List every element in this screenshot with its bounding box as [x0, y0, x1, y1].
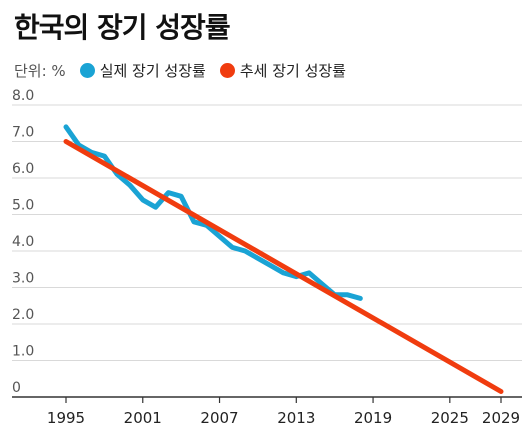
y-tick-label-6.0: 6.0: [12, 161, 34, 177]
y-tick-label-7.0: 7.0: [12, 125, 34, 141]
x-tick-label-2001: 2001: [124, 409, 162, 427]
y-tick-label-1.0: 1.0: [12, 344, 34, 360]
x-tick-label-2029: 2029: [482, 409, 520, 427]
series-line-actual: [63, 124, 363, 301]
grid-layer: [12, 104, 522, 398]
y-tick-label-2.0: 2.0: [12, 307, 34, 323]
x-tick-label-2007: 2007: [200, 409, 238, 427]
x-tick-label-2013: 2013: [277, 409, 315, 427]
legend-label-trend: 추세 장기 성장률: [239, 62, 346, 80]
series-layer: [63, 124, 504, 394]
x-tick-label-1995: 1995: [47, 409, 85, 427]
legend-swatch-trend: [219, 63, 235, 78]
y-tick-label-5.0: 5.0: [12, 198, 34, 214]
chart-title: 한국의 장기 성장률: [14, 11, 231, 44]
x-tick-labels: 1995 2001 2007 2013 2019 2025 2029: [47, 397, 520, 427]
y-tick-label-0: 0: [12, 380, 21, 396]
series-line-trend: [63, 139, 504, 394]
legend-item-trend: 추세 장기 성장률: [219, 60, 346, 81]
legend-item-actual: 실제 장기 성장률: [79, 60, 206, 81]
y-tick-label-4.0: 4.0: [12, 234, 34, 250]
unit-label: 단위: %: [14, 62, 66, 80]
y-tick-label-3.0: 3.0: [12, 271, 34, 287]
legend-swatch-actual: [79, 63, 95, 78]
y-tick-label-8.0: 8.0: [12, 88, 34, 104]
x-tick-label-2019: 2019: [354, 409, 392, 427]
legend-label-actual: 실제 장기 성장률: [99, 62, 206, 80]
y-tick-labels: 0 1.0 2.0 3.0 4.0 5.0 6.0 7.0 8.0: [12, 88, 34, 396]
x-tick-label-2025: 2025: [431, 409, 469, 427]
legend: 단위: % 실제 장기 성장률 추세 장기 성장률: [14, 60, 360, 81]
